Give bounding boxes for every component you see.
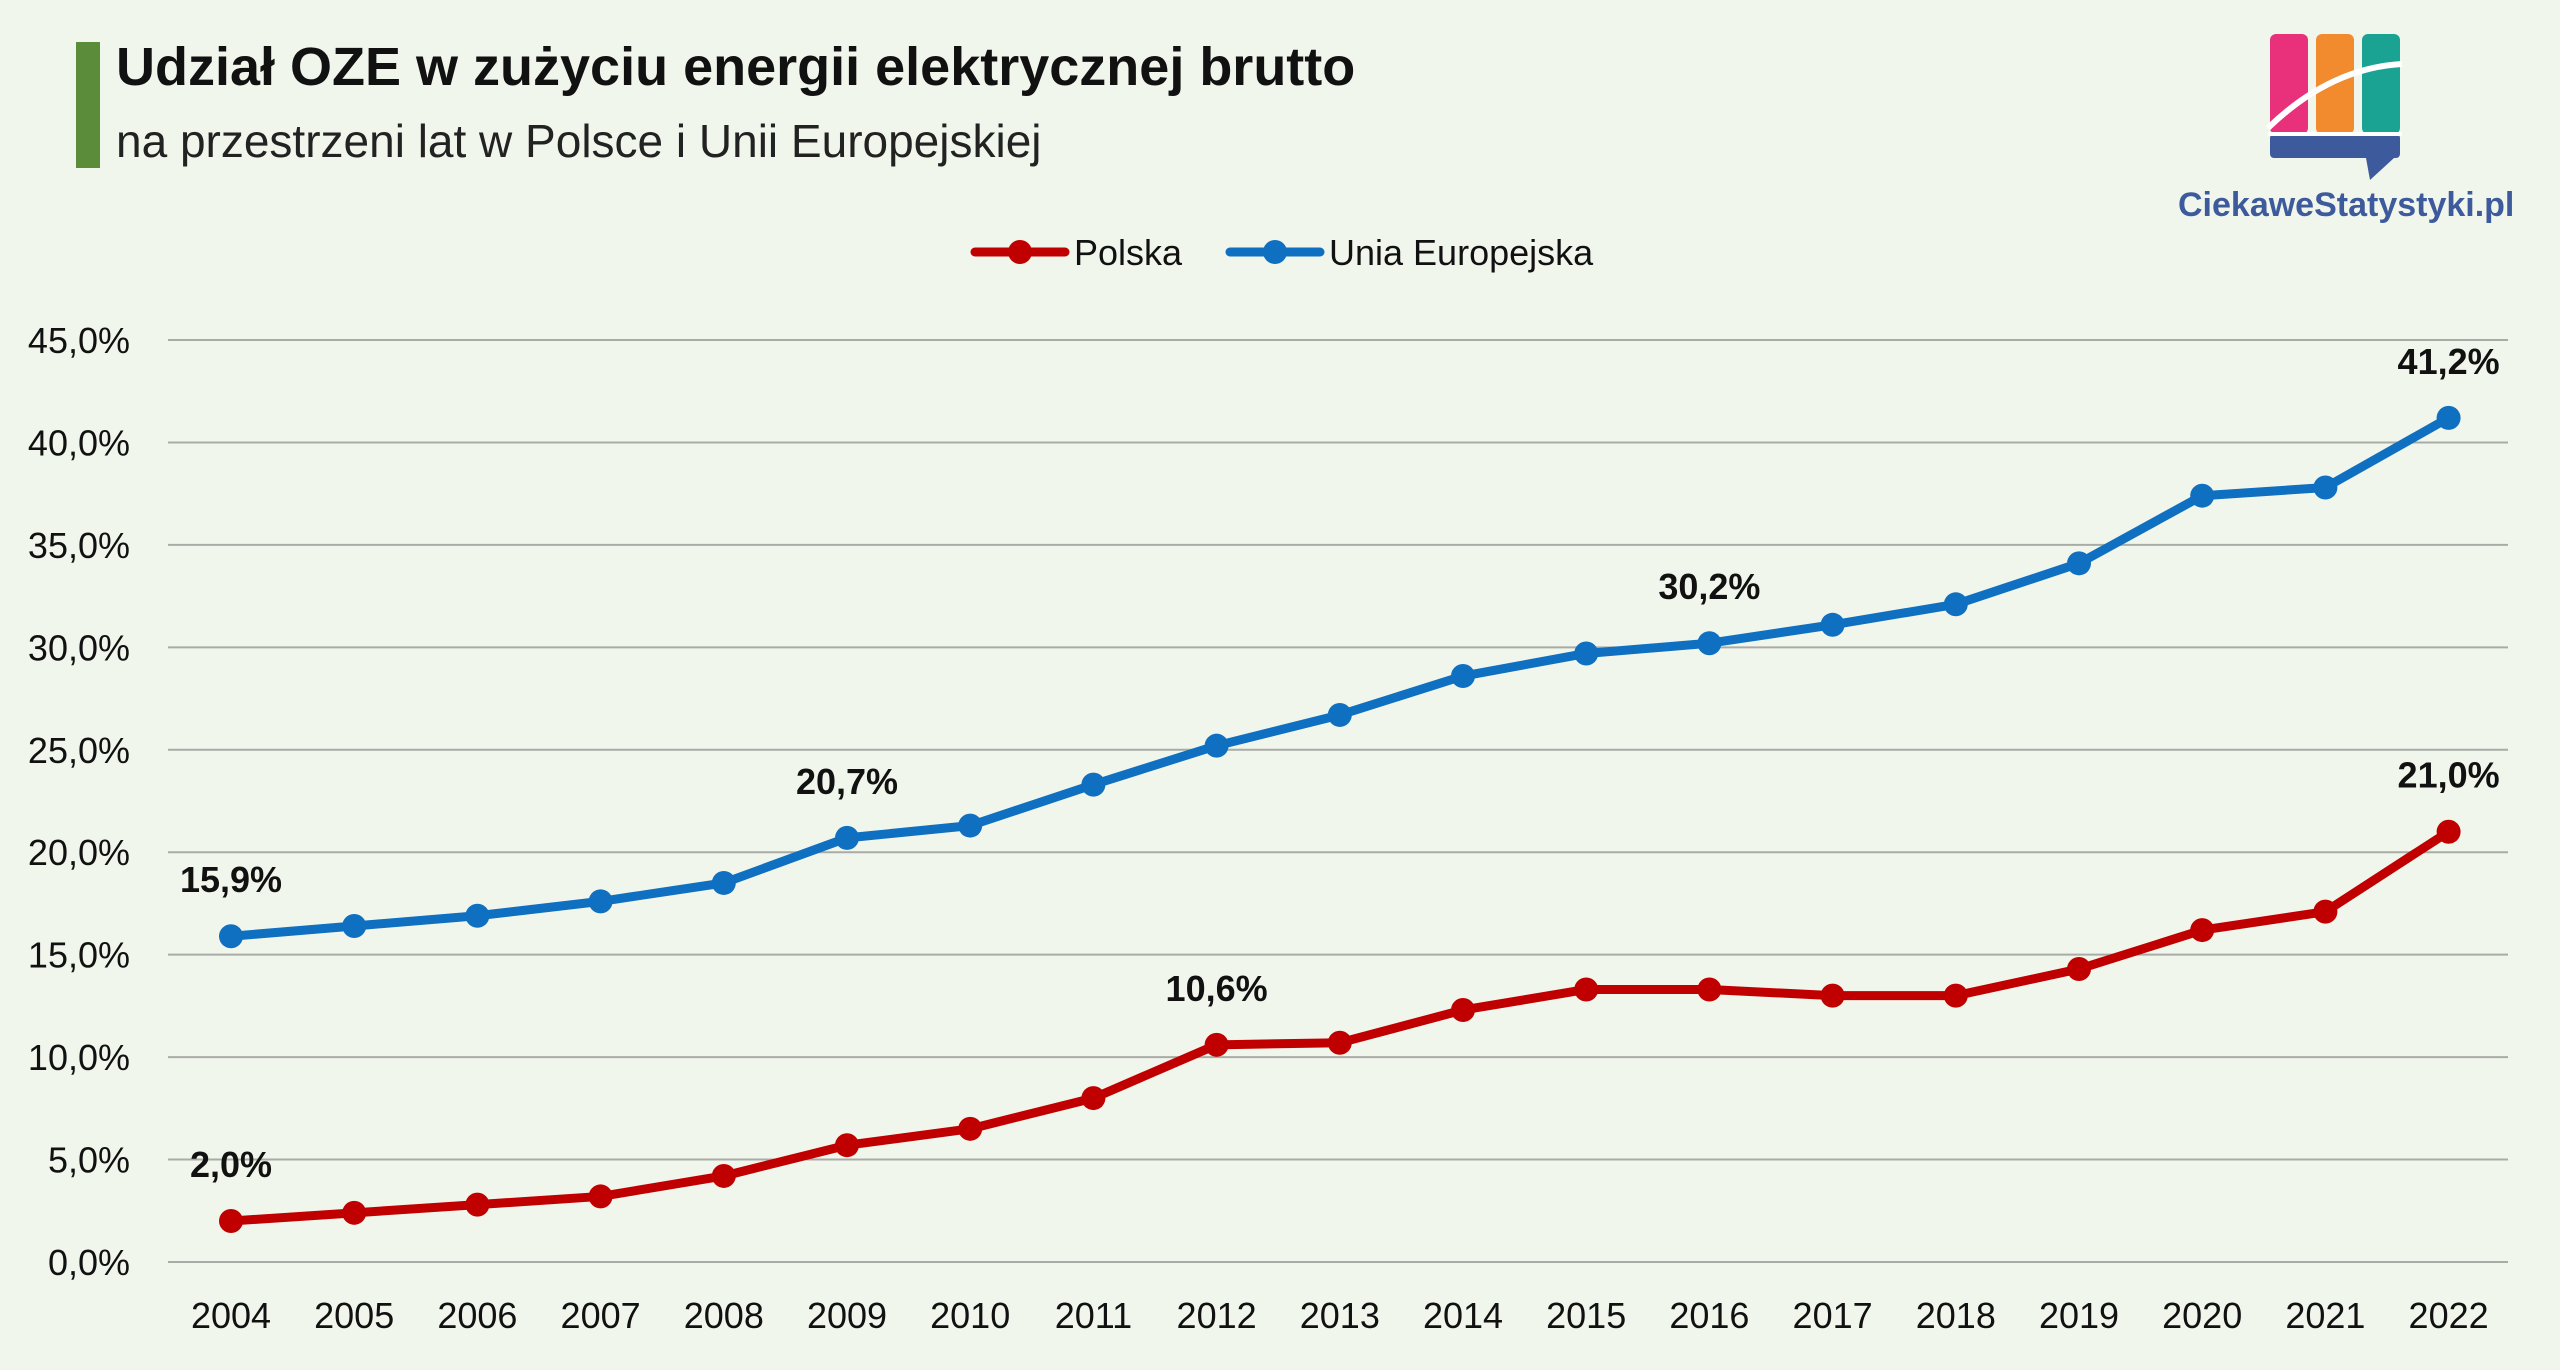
axis-layer: 0,0% 5,0% 10,0% 15,0% 20,0% 25,0% 30,0% 35,0% 40…	[28, 320, 2489, 1336]
legend-marker-polska	[1008, 240, 1032, 264]
data-point-unia-europejska	[1204, 733, 1229, 758]
y-tick-label: 20,0%	[28, 832, 130, 873]
y-tick-label: 30,0%	[28, 627, 130, 668]
data-label-unia-europejska: 41,2%	[2398, 341, 2500, 382]
data-point-unia-europejska	[958, 813, 983, 838]
legend-layer: Polska Unia Europejska	[970, 232, 1594, 273]
data-point-polska	[1943, 983, 1968, 1008]
y-tick-label: 0,0%	[48, 1242, 130, 1283]
chart-subtitle: na przestrzeni lat w Polsce i Unii Europ…	[116, 115, 1042, 167]
title-accent-bar	[76, 42, 100, 168]
legend-marker-unia-europejska	[1263, 240, 1287, 264]
x-tick-label: 2014	[1423, 1295, 1503, 1336]
data-point-unia-europejska	[711, 870, 736, 895]
data-label-polska: 21,0%	[2398, 755, 2500, 796]
data-point-unia-europejska	[1574, 641, 1599, 666]
data-point-polska	[1327, 1030, 1352, 1055]
x-tick-label: 2022	[2409, 1295, 2489, 1336]
data-point-polska	[958, 1116, 983, 1141]
y-tick-label: 10,0%	[28, 1037, 130, 1078]
data-point-polska	[2067, 957, 2091, 982]
y-tick-label: 45,0%	[28, 320, 130, 361]
logo-arc	[2265, 61, 2403, 131]
data-point-unia-europejska	[2190, 483, 2215, 508]
series-layer	[219, 405, 2461, 1234]
logo-icon	[2265, 34, 2403, 180]
data-point-unia-europejska	[1820, 612, 1845, 637]
x-tick-label: 2009	[807, 1295, 887, 1336]
data-point-unia-europejska	[588, 889, 613, 914]
data-point-polska	[219, 1209, 243, 1234]
data-point-polska	[1204, 1032, 1229, 1057]
legend-label-unia-europejska: Unia Europejska	[1329, 232, 1594, 273]
data-point-unia-europejska	[2313, 475, 2338, 500]
x-tick-label: 2013	[1300, 1295, 1380, 1336]
data-point-polska	[1081, 1086, 1106, 1111]
x-tick-label: 2021	[2285, 1295, 2365, 1336]
x-tick-label: 2020	[2162, 1295, 2242, 1336]
logo-bar-pink	[2270, 34, 2308, 134]
data-point-unia-europejska	[1451, 664, 1475, 689]
data-point-polska	[465, 1192, 490, 1217]
data-point-polska	[2313, 899, 2338, 924]
legend-label-polska: Polska	[1074, 232, 1183, 273]
series-line-polska	[226, 827, 2454, 1226]
chart-title: Udział OZE w zużyciu energii elektryczne…	[116, 37, 1356, 97]
logo-speech-tail	[2366, 158, 2394, 180]
data-point-polska	[2436, 819, 2461, 844]
data-point-unia-europejska	[219, 924, 243, 949]
y-tick-label: 40,0%	[28, 422, 130, 463]
data-point-polska	[588, 1184, 613, 1209]
logo-bar-teal	[2362, 34, 2400, 134]
data-point-unia-europejska	[1697, 631, 1722, 656]
y-tick-label: 5,0%	[48, 1140, 130, 1181]
x-tick-label: 2019	[2039, 1295, 2119, 1336]
data-point-polska	[1574, 977, 1599, 1002]
data-point-unia-europejska	[2067, 551, 2091, 576]
data-point-unia-europejska	[1943, 592, 1968, 617]
x-tick-label: 2011	[1055, 1295, 1132, 1336]
data-point-polska	[1451, 997, 1475, 1022]
x-tick-label: 2004	[191, 1295, 271, 1336]
y-tick-label: 15,0%	[28, 935, 130, 976]
logo-base	[2270, 134, 2400, 158]
x-tick-label: 2007	[561, 1295, 641, 1336]
x-tick-label: 2015	[1546, 1295, 1626, 1336]
x-tick-label: 2016	[1669, 1295, 1749, 1336]
data-point-unia-europejska	[1327, 702, 1352, 727]
label-layer: 2,0% 10,6% 21,0% 15,9% 20,7% 30,2% 41,2%	[180, 341, 2500, 1185]
data-point-polska	[711, 1163, 736, 1188]
data-label-unia-europejska: 20,7%	[796, 761, 898, 802]
x-tick-label: 2008	[684, 1295, 764, 1336]
data-point-polska	[835, 1133, 859, 1158]
x-tick-label: 2006	[437, 1295, 517, 1336]
data-point-unia-europejska	[465, 903, 490, 928]
data-label-unia-europejska: 30,2%	[1658, 566, 1760, 607]
y-tick-label: 25,0%	[28, 730, 130, 771]
data-point-unia-europejska	[1081, 772, 1106, 797]
data-point-polska	[1820, 983, 1845, 1008]
y-tick-label: 35,0%	[28, 525, 130, 566]
x-tick-label: 2018	[1916, 1295, 1996, 1336]
data-label-polska: 10,6%	[1166, 968, 1268, 1009]
x-tick-label: 2017	[1793, 1295, 1873, 1336]
data-label-unia-europejska: 15,9%	[180, 859, 282, 900]
data-point-unia-europejska	[2436, 405, 2461, 430]
x-tick-label: 2012	[1177, 1295, 1257, 1336]
data-label-polska: 2,0%	[190, 1144, 272, 1185]
data-point-polska	[342, 1200, 367, 1225]
data-point-unia-europejska	[342, 913, 367, 938]
grid-layer	[168, 339, 2508, 1263]
x-tick-label: 2005	[314, 1295, 394, 1336]
data-point-polska	[1697, 977, 1722, 1002]
data-point-unia-europejska	[835, 825, 859, 850]
x-tick-label: 2010	[930, 1295, 1010, 1336]
series-line-unia-europejska	[226, 413, 2454, 941]
data-point-polska	[2190, 918, 2215, 943]
logo-text: CiekaweStatystyki.pl	[2178, 186, 2515, 224]
